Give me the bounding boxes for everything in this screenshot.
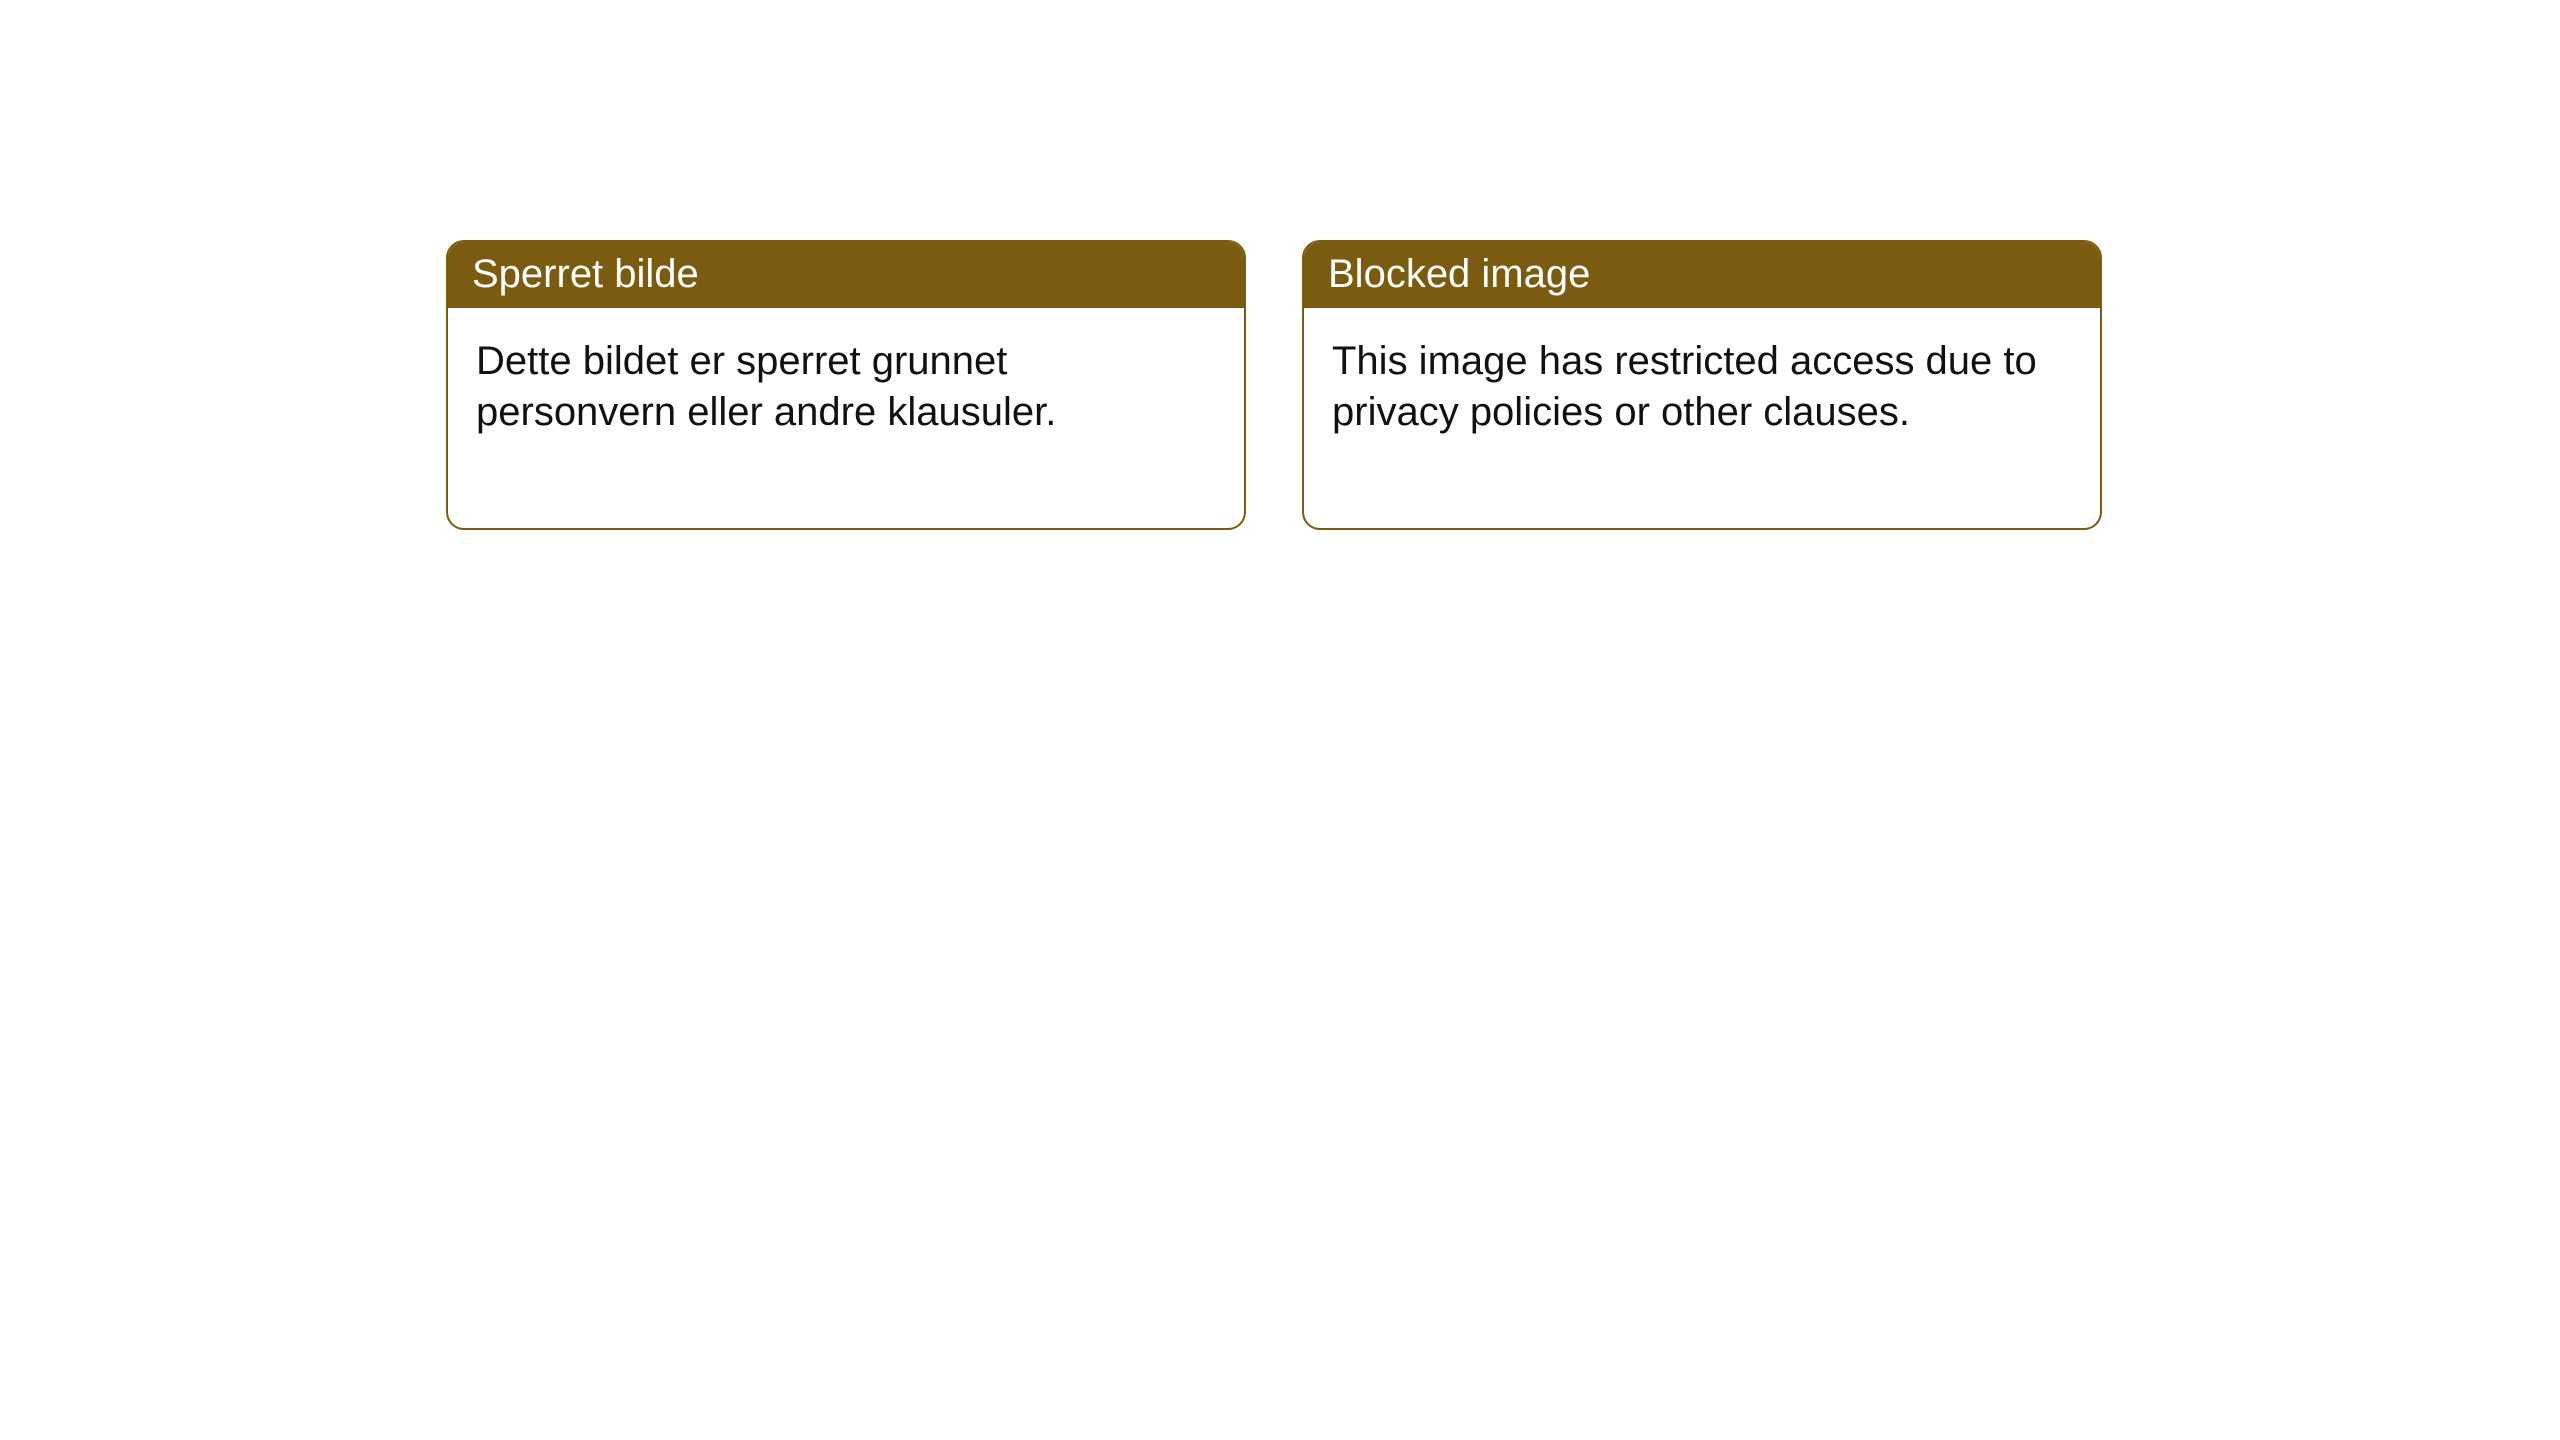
card-header: Sperret bilde xyxy=(448,242,1244,308)
card-header: Blocked image xyxy=(1304,242,2100,308)
notice-card-english: Blocked image This image has restricted … xyxy=(1302,240,2102,530)
card-body: Dette bildet er sperret grunnet personve… xyxy=(448,308,1244,528)
card-body: This image has restricted access due to … xyxy=(1304,308,2100,528)
notice-container: Sperret bilde Dette bildet er sperret gr… xyxy=(446,240,2102,530)
notice-card-norwegian: Sperret bilde Dette bildet er sperret gr… xyxy=(446,240,1246,530)
